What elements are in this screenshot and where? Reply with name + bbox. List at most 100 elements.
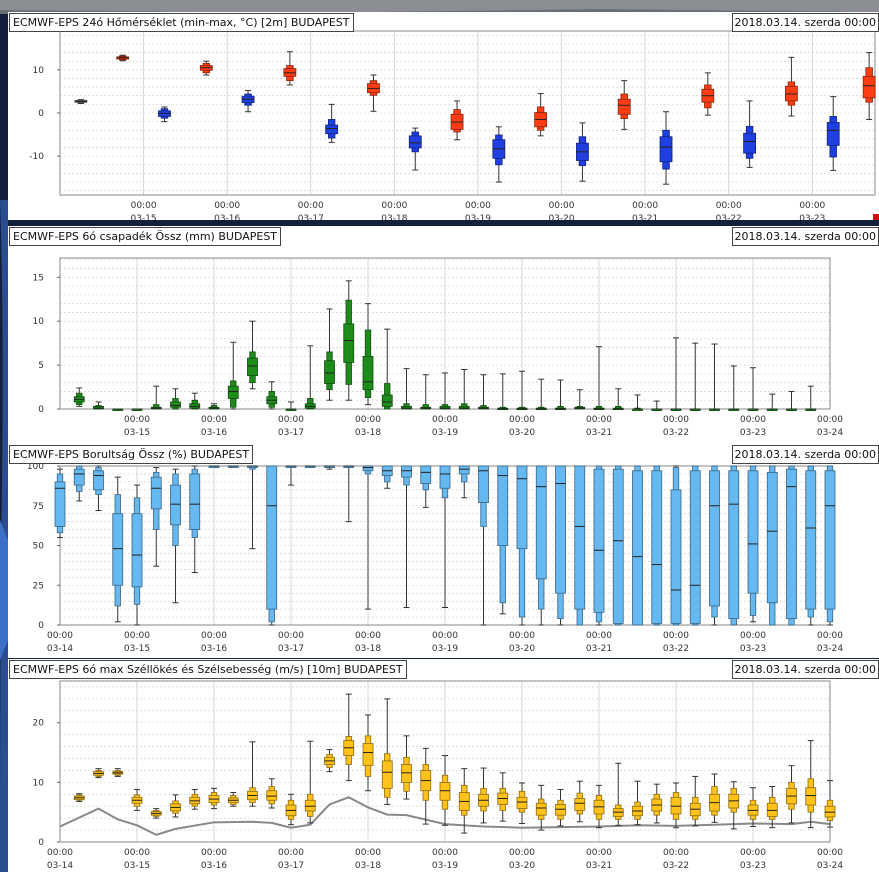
temperature-panel: -10 0 10 00:00 03-15 00:00 03-16 00:00 03-17 00:0… xyxy=(8,12,879,220)
x-tick-day-label: 03-24 xyxy=(817,428,843,438)
box-inner xyxy=(535,802,547,816)
box-inner xyxy=(612,468,624,624)
box-inner xyxy=(408,135,422,149)
x-tick-time-label: 00:00 xyxy=(632,201,658,211)
box-inner xyxy=(170,484,181,526)
box-inner xyxy=(786,468,797,620)
box-inner xyxy=(325,124,339,135)
box-inner xyxy=(401,764,412,783)
x-tick-day-label: 03-20 xyxy=(548,214,574,220)
x-tick-day-label: 03-15 xyxy=(124,861,150,871)
cloud-cover-title: ECMWF-EPS Borultság Össz (%) BUDAPEST xyxy=(9,445,254,464)
x-tick-day-label: 03-16 xyxy=(201,861,227,871)
y-tick-label: 0 xyxy=(38,621,44,631)
x-tick-time-label: 00:00 xyxy=(817,848,843,858)
box-inner xyxy=(458,465,470,475)
x-tick-time-label: 00:00 xyxy=(663,631,689,641)
box-inner xyxy=(826,122,840,146)
x-tick-time-label: 00:00 xyxy=(586,848,612,858)
x-tick-day-label: 03-17 xyxy=(278,428,304,438)
precipitation-title: ECMWF-EPS 6ó csapadék Össz (mm) BUDAPEST xyxy=(9,227,282,246)
x-tick-day-label: 03-22 xyxy=(663,861,689,871)
x-tick-day-label: 03-18 xyxy=(355,428,381,438)
x-tick-day-label: 03-20 xyxy=(509,644,535,654)
x-tick-time-label: 00:00 xyxy=(509,415,535,425)
box-inner xyxy=(728,470,740,620)
box-inner xyxy=(516,796,528,810)
x-tick-time-label: 00:00 xyxy=(298,201,324,211)
x-tick-day-label: 03-23 xyxy=(740,861,766,871)
temperature-title: ECMWF-EPS 24ó Hőmérséklet (min-max, °C) … xyxy=(9,13,354,32)
box-inner xyxy=(324,360,335,384)
x-tick-time-label: 00:00 xyxy=(124,848,150,858)
x-tick-time-label: 00:00 xyxy=(124,415,150,425)
x-tick-day-label: 03-18 xyxy=(355,644,381,654)
box-inner xyxy=(381,760,393,789)
box-inner xyxy=(516,465,528,550)
box-inner xyxy=(555,465,566,594)
x-tick-time-label: 00:00 xyxy=(432,631,458,641)
y-tick-label: 100 xyxy=(27,462,44,472)
box-inner xyxy=(131,513,143,588)
box-inner xyxy=(805,470,817,610)
box-inner xyxy=(266,790,278,801)
precipitation-panel: 0 5 10 15 00:00 03-15 00:00 03-16 00:00 03-17 00:0… xyxy=(8,226,879,444)
box-inner xyxy=(420,465,432,484)
box-inner xyxy=(709,470,720,607)
box-inner xyxy=(189,473,201,531)
x-tick-time-label: 00:00 xyxy=(663,415,689,425)
box-inner xyxy=(617,98,631,115)
x-tick-time-label: 00:00 xyxy=(47,848,73,858)
box-inner xyxy=(170,401,181,408)
box-inner xyxy=(574,798,586,811)
wind-panel: 0 10 20 00:00 03-14 00:00 03-15 00:00 03-16 00:00… xyxy=(8,659,879,872)
x-tick-day-label: 03-16 xyxy=(201,644,227,654)
box-inner xyxy=(824,470,836,610)
x-tick-day-label: 03-19 xyxy=(432,861,458,871)
x-tick-time-label: 00:00 xyxy=(124,631,150,641)
y-tick-label: 20 xyxy=(33,719,45,729)
x-tick-day-label: 03-22 xyxy=(663,644,689,654)
x-tick-time-label: 00:00 xyxy=(355,848,381,858)
x-tick-time-label: 00:00 xyxy=(47,631,73,641)
x-tick-day-label: 03-19 xyxy=(432,428,458,438)
x-tick-day-label: 03-22 xyxy=(663,428,689,438)
x-tick-time-label: 00:00 xyxy=(278,631,304,641)
x-tick-time-label: 00:00 xyxy=(355,631,381,641)
x-tick-day-label: 03-22 xyxy=(716,214,742,220)
x-tick-time-label: 00:00 xyxy=(740,631,766,641)
box-inner xyxy=(73,468,85,486)
box-inner xyxy=(689,470,701,624)
x-tick-day-label: 03-20 xyxy=(509,428,535,438)
x-tick-time-label: 00:00 xyxy=(663,848,689,858)
x-tick-day-label: 03-21 xyxy=(586,644,612,654)
temperature-chart: -10 0 10 00:00 03-15 00:00 03-16 00:00 03-17 00:0… xyxy=(29,30,879,220)
x-tick-time-label: 00:00 xyxy=(278,415,304,425)
x-tick-day-label: 03-15 xyxy=(124,428,150,438)
wind-title: ECMWF-EPS 6ó max Széllökés és Szélsebess… xyxy=(9,660,407,679)
x-tick-time-label: 00:00 xyxy=(716,201,742,211)
x-tick-day-label: 03-23 xyxy=(740,644,766,654)
x-tick-time-label: 00:00 xyxy=(586,415,612,425)
box-inner xyxy=(766,802,778,817)
y-tick-label: 50 xyxy=(33,542,45,552)
box-inner xyxy=(862,75,876,99)
box-inner xyxy=(439,781,451,801)
y-tick-label: 0 xyxy=(38,838,44,848)
box-inner xyxy=(247,357,258,377)
x-tick-time-label: 00:00 xyxy=(214,201,240,211)
x-tick-time-label: 00:00 xyxy=(432,415,458,425)
x-tick-time-label: 00:00 xyxy=(278,848,304,858)
y-tick-label: 25 xyxy=(33,581,44,591)
y-tick-label: 75 xyxy=(33,502,44,512)
x-tick-day-label: 03-19 xyxy=(465,214,491,220)
x-tick-day-label: 03-15 xyxy=(131,214,157,220)
box-inner xyxy=(535,465,547,580)
x-tick-day-label: 03-17 xyxy=(278,861,304,871)
x-tick-time-label: 00:00 xyxy=(131,201,157,211)
x-tick-day-label: 03-18 xyxy=(381,214,407,220)
box-inner xyxy=(227,385,239,399)
box-inner xyxy=(766,471,778,604)
wind-chart: 0 10 20 00:00 03-14 00:00 03-15 00:00 03-16 00:00… xyxy=(33,680,843,871)
x-tick-day-label: 03-17 xyxy=(298,214,324,220)
